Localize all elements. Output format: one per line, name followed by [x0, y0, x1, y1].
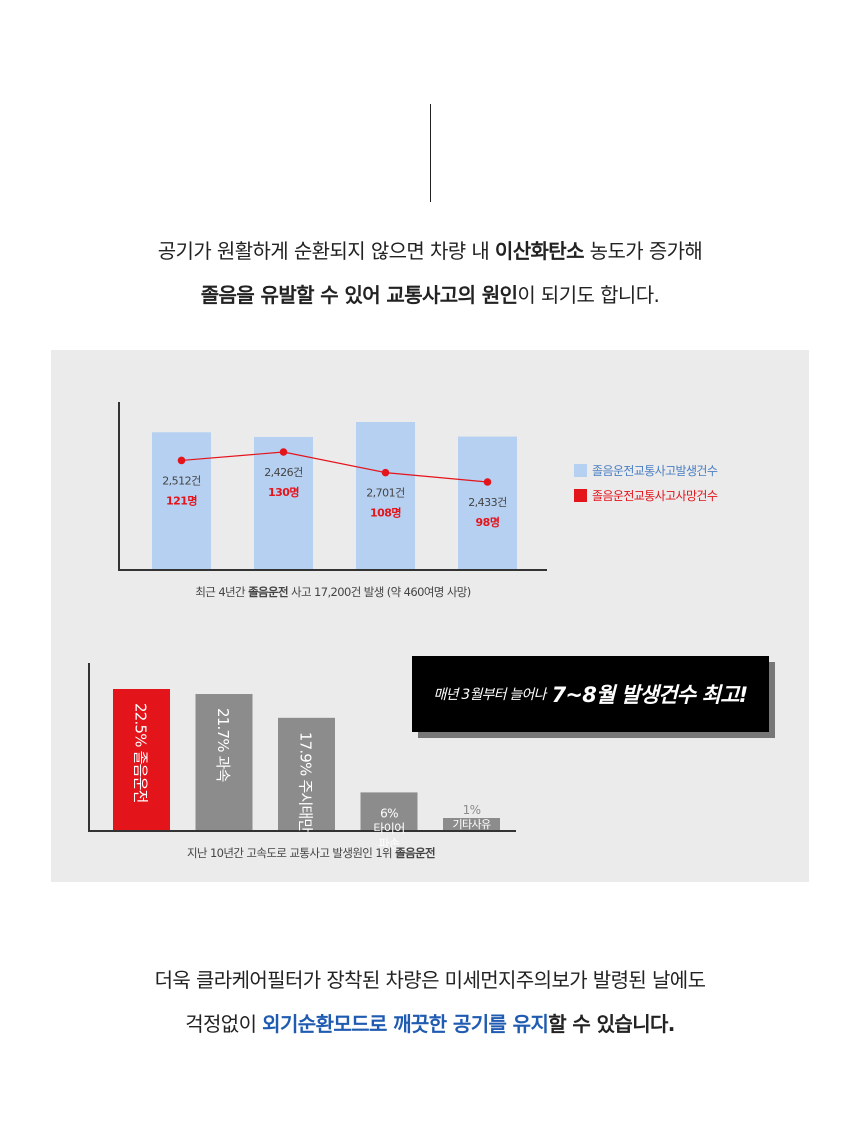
cause-label-pct: 6%	[380, 806, 398, 820]
chart-caption: 최근 4년간 졸음운전 사고 17,200건 발생 (약 460여명 사망)	[195, 585, 470, 599]
chart-caption-part: 최근 4년간	[195, 585, 248, 599]
legend-swatch-accidents	[574, 464, 587, 477]
chart-caption-part: 사고 17,200건 발생 (약 460여명 사망)	[288, 585, 471, 599]
chart-caption-part: 지난 10년간 고속도로 교통사고 발생원인 1위	[187, 846, 395, 860]
outro-text: 걱정없이	[185, 1012, 263, 1036]
death-point	[483, 478, 492, 486]
intro-emphasis: 이산화탄소	[494, 239, 585, 263]
cause-label: 22.5% 졸음운전	[132, 703, 150, 803]
callout-box: 매년 3월부터 늘어나 7~8월 발생건수 최고!	[412, 656, 769, 732]
intro-text: 공기가 원활하게 순환되지 않으면 차량 내	[157, 239, 495, 263]
accident-label: 2,426건	[264, 466, 303, 479]
accident-bar	[458, 436, 517, 569]
chart-caption: 지난 10년간 고속도로 교통사고 발생원인 1위 졸음운전	[187, 846, 435, 860]
cause-label-name: 기타사유	[452, 818, 491, 831]
outro-line-2: 걱정없이 외기순환모드로 깨끗한 공기를 유지할 수 있습니다.	[0, 1004, 860, 1044]
cause-label: 17.9% 주시태만	[297, 732, 315, 833]
intro-line-2: 졸음을 유발할 수 있어 교통사고의 원인이 되기도 합니다.	[0, 276, 860, 314]
legend-label-accidents: 졸음운전교통사고발생건수	[592, 464, 718, 478]
outro-line-1: 더욱 클라케어필터가 장착된 차량은 미세먼지주의보가 발령된 날에도	[154, 968, 706, 992]
accident-label: 2,433건	[468, 496, 507, 509]
death-line	[181, 451, 488, 483]
cause-bar	[360, 792, 418, 830]
accident-label: 2,512건	[162, 474, 201, 487]
legend-label-deaths: 졸음운전교통사고사망건수	[592, 489, 718, 503]
legend-swatch-deaths	[574, 489, 587, 502]
intro-text: 이 되기도 합니다.	[517, 283, 660, 307]
intro-line-1: 공기가 원활하게 순환되지 않으면 차량 내 이산화탄소 농도가 증가해	[0, 232, 860, 270]
cause-label-name: 파손	[379, 836, 400, 850]
cause-label: 21.7% 과속	[214, 708, 232, 783]
divider-line	[430, 104, 431, 202]
death-label: 130명	[268, 485, 299, 499]
death-label: 121명	[166, 493, 197, 507]
accident-label: 2,701건	[366, 487, 405, 500]
cause-bar	[278, 717, 335, 830]
death-point	[381, 468, 390, 477]
death-point	[279, 448, 288, 456]
cause-bar	[443, 818, 500, 830]
chart-caption-part: 졸음운전	[248, 585, 288, 599]
intro-text: 농도가 증가해	[583, 239, 703, 263]
accident-bar	[152, 432, 211, 569]
intro-emphasis: 졸음을 유발할 수 있어 교통사고의 원인	[200, 283, 518, 307]
callout-highlight: 7~8월 발생건수 최고!	[551, 683, 749, 707]
chart-panel: 2,512건 121명 2,426건 130명 2,701건 108명 2,433건 98명 졸…	[51, 350, 809, 882]
chart-caption-part: 졸음운전	[395, 846, 435, 860]
outro-highlight: 외기순환모드로 깨끗한 공기를 유지	[262, 1012, 549, 1036]
cause-bar	[195, 694, 253, 830]
cause-bar	[113, 689, 170, 830]
accident-bar	[356, 422, 415, 569]
accident-bar	[254, 436, 313, 569]
death-point	[177, 456, 186, 465]
death-label: 108명	[370, 506, 401, 520]
callout-text: 매년 3월부터 늘어나	[433, 687, 547, 703]
outro-text: 할 수 있습니다.	[548, 1012, 675, 1036]
cause-label-name: 타이어	[373, 821, 404, 835]
cause-label-pct: 1%	[463, 803, 481, 817]
death-label: 98명	[476, 515, 500, 529]
